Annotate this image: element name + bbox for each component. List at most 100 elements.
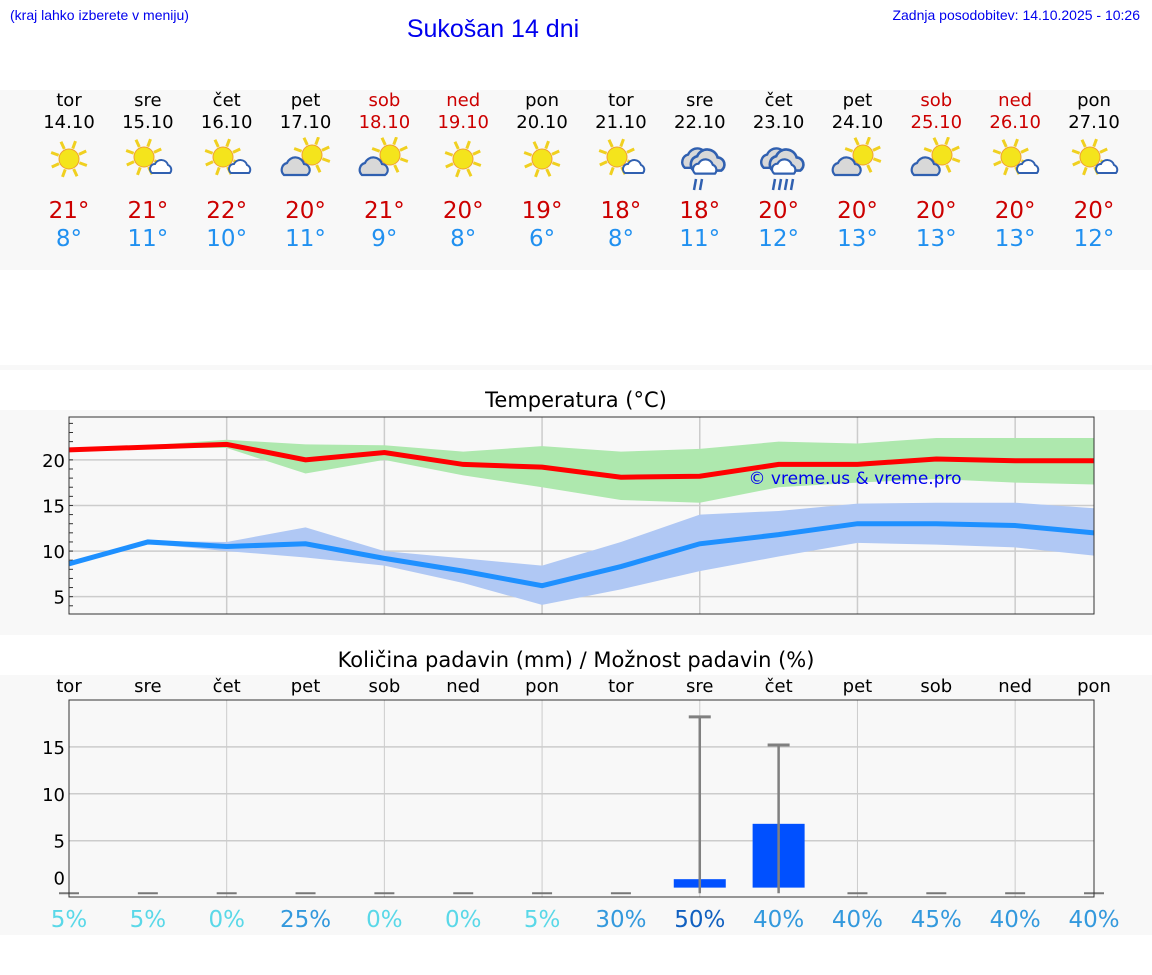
weather-rain-icon: [739, 137, 819, 191]
max-temperature: 20°: [758, 198, 799, 224]
temperature-chart: 5 10 15 20 © vreme.us & vreme.pro: [42, 416, 1095, 615]
min-temperature: 11°: [285, 226, 326, 252]
day-date: 14.10: [43, 112, 95, 133]
divider: [0, 365, 1152, 370]
day-date: 26.10: [989, 112, 1041, 133]
max-temperature: 22°: [206, 198, 248, 224]
min-temperature: 9°: [371, 226, 398, 252]
day-label: čet: [213, 676, 241, 697]
min-temperature: 8°: [607, 226, 634, 252]
day-name: čet: [764, 90, 793, 111]
y-tick-label: 10: [42, 542, 65, 563]
day-date: 25.10: [910, 112, 963, 133]
temperature-chart-title: Temperatura (°C): [485, 388, 667, 412]
min-temperature: 8°: [55, 226, 83, 252]
max-temperature: 18°: [679, 198, 721, 224]
day-label: pet: [843, 676, 873, 697]
y-tick-label: 15: [42, 738, 65, 759]
max-temperature: 21°: [48, 198, 90, 224]
min-temperature: 13°: [915, 226, 957, 252]
precipitation-probability: 25%: [280, 907, 331, 933]
min-temperature: 8°: [450, 226, 477, 252]
day-date: 15.10: [122, 112, 174, 133]
day-date: 22.10: [674, 112, 726, 133]
day-date: 19.10: [437, 112, 489, 133]
last-updated: Zadnja posodobitev: 14.10.2025 - 10:26: [892, 7, 1140, 23]
plot-frame: [68, 416, 1095, 615]
day-label: sre: [134, 676, 161, 697]
day-date: 21.10: [595, 112, 647, 133]
day-label: ned: [998, 676, 1032, 697]
weather-sun-small-cloud-icon: [975, 137, 1055, 187]
min-temperature: 13°: [837, 226, 878, 252]
weather-sun-small-cloud-icon: [1054, 137, 1134, 187]
max-temperature: 18°: [600, 198, 642, 224]
y-tick-label: 0: [54, 869, 65, 890]
max-temperature: 20°: [442, 198, 484, 224]
daily-forecast-strip: [0, 90, 1152, 270]
location-menu-hint: (kraj lahko izberete v meniju): [10, 7, 189, 23]
day-date: 24.10: [831, 112, 884, 133]
day-label: tor: [56, 676, 82, 697]
max-temperature: 20°: [837, 198, 878, 224]
day-date: 20.10: [516, 112, 568, 133]
max-temperature: 21°: [363, 198, 405, 224]
day-name: čet: [212, 90, 241, 111]
max-temperature: 20°: [915, 198, 957, 224]
y-tick-label: 10: [42, 785, 65, 806]
precipitation-probability: 40%: [1068, 907, 1119, 933]
watermark: © vreme.us & vreme.pro: [748, 469, 961, 489]
y-tick-label: 5: [54, 588, 65, 609]
max-temperature-line: [68, 441, 1094, 480]
day-name: ned: [446, 90, 481, 111]
day-name: pon: [1077, 90, 1111, 111]
plot-frame: [68, 699, 1095, 898]
day-label: ned: [446, 676, 480, 697]
weather-sun-icon: [423, 137, 503, 187]
precipitation-probability: 40%: [832, 907, 883, 933]
y-tick-label: 15: [42, 496, 65, 517]
day-label: pet: [291, 676, 321, 697]
min-temperature-line: [68, 521, 1095, 589]
precipitation-probability: 50%: [674, 907, 725, 933]
max-temperature: 20°: [1073, 198, 1115, 224]
precipitation-chart: tor sre čet pet sob ned pon tor sre čet pet sob ned p…: [42, 676, 1119, 933]
min-temperature: 10°: [206, 226, 248, 252]
min-temperature: 6°: [528, 226, 556, 252]
day-label: tor: [608, 676, 634, 697]
day-label: sob: [920, 676, 952, 697]
weather-rain-light-icon: [660, 137, 740, 191]
precipitation-probability: 0%: [366, 907, 403, 933]
weather-sun-small-cloud-icon: [187, 137, 267, 187]
day-date: 27.10: [1068, 112, 1120, 133]
day-date: 17.10: [279, 112, 332, 133]
plot-area: [69, 700, 1094, 897]
max-temperature: 20°: [994, 198, 1036, 224]
weather-sun-small-cloud-icon: [581, 137, 661, 187]
day-date: 16.10: [200, 112, 253, 133]
day-name: pon: [525, 90, 559, 111]
precipitation-probability: 5%: [524, 907, 561, 933]
y-tick-label: 5: [54, 832, 65, 853]
min-temperature: 13°: [994, 226, 1036, 252]
page-title: Sukošan 14 dni: [406, 15, 580, 43]
min-temperature: 12°: [1073, 226, 1115, 252]
day-name: pet: [842, 90, 873, 111]
max-temperature: 19°: [521, 198, 563, 224]
min-temperature: 11°: [679, 226, 721, 252]
day-name: tor: [608, 90, 634, 111]
day-name: sre: [686, 90, 714, 111]
day-name: sob: [368, 90, 401, 111]
day-name: sre: [134, 90, 162, 111]
weather-cloud-sun-icon: [896, 136, 976, 187]
max-temperature: 21°: [127, 198, 169, 224]
day-name: tor: [56, 90, 82, 111]
precipitation-probability: 30%: [595, 907, 646, 933]
day-name: ned: [998, 90, 1033, 111]
max-temperature: 20°: [285, 198, 326, 224]
weather-cloud-sun-icon: [817, 136, 897, 187]
min-temperature: 11°: [127, 226, 169, 252]
precipitation-probability: 45%: [911, 907, 962, 933]
day-label: pon: [525, 676, 559, 697]
precipitation-chart-title: Količina padavin (mm) / Možnost padavin …: [337, 648, 815, 672]
